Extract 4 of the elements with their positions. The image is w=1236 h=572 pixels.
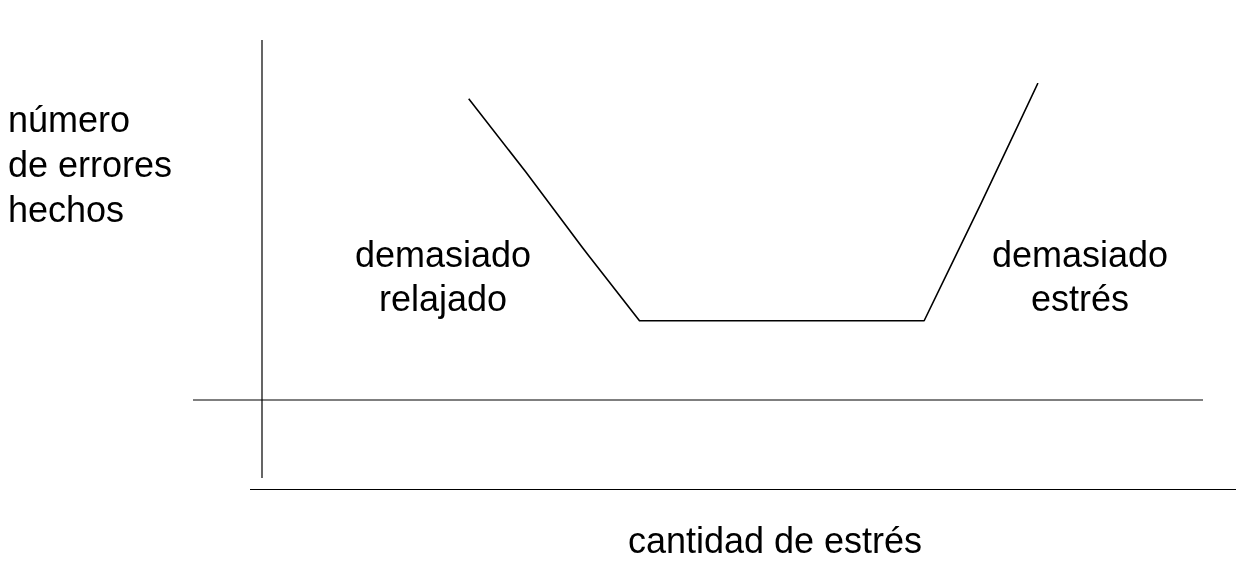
- annotation: demasiado estrés: [991, 234, 1169, 320]
- x-axis-title: cantidad de estrés: [626, 520, 924, 562]
- annotation: demasiado relajado: [354, 234, 532, 320]
- y-axis-title: número de errores hechos: [8, 98, 173, 232]
